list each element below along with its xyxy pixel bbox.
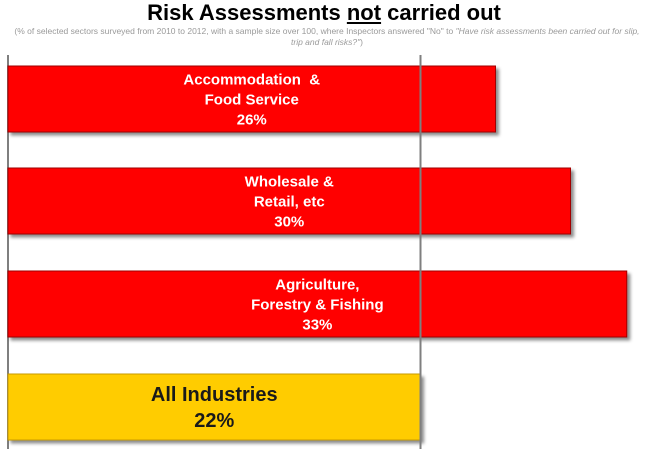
chart-title: Risk Assessments not carried out [0, 0, 648, 26]
bar-1 [7, 167, 571, 235]
subtitle-text: (% of selected sectors surveyed from 201… [14, 26, 456, 36]
title-emphasis: not [346, 0, 382, 25]
category-label-0-1: Food Service [205, 91, 299, 108]
value-label-1: 30% [274, 213, 304, 230]
subtitle-question: "Have risk assessments been carried out … [291, 26, 640, 47]
title-end: carried out [381, 0, 501, 25]
category-label-0-0: Accommodation & [183, 71, 320, 88]
bar-2 [7, 270, 628, 338]
value-label-0: 26% [237, 111, 267, 128]
category-label-3-0: All Industries [151, 384, 278, 406]
category-label-2-0: Agriculture, [275, 276, 359, 293]
category-label-1-0: Wholesale & [245, 173, 334, 190]
chart-subtitle: (% of selected sectors surveyed from 201… [12, 26, 642, 48]
bar-0 [7, 65, 496, 133]
title-start: Risk Assessments [147, 0, 347, 25]
category-label-2-1: Forestry & Fishing [251, 296, 384, 313]
value-label-2: 33% [302, 316, 332, 333]
value-label-3: 22% [194, 410, 234, 432]
bar-3 [7, 373, 421, 441]
category-label-1-1: Retail, etc [254, 193, 325, 210]
subtitle-closing: ) [360, 37, 363, 47]
